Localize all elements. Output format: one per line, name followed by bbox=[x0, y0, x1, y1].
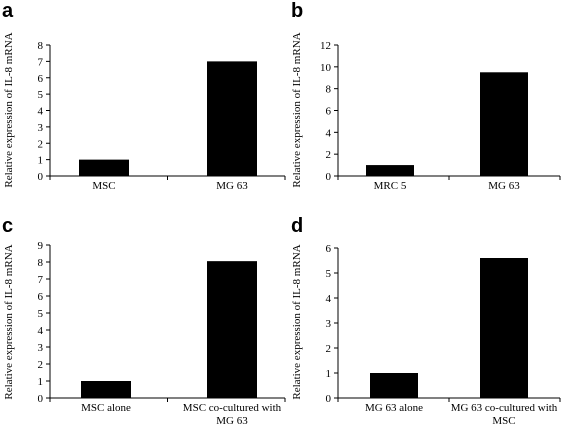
y-axis-label: Relative expression of IL-8 mRNA bbox=[291, 244, 303, 399]
bar bbox=[370, 373, 418, 398]
y-axis-label: Relative expression of IL-8 mRNA bbox=[3, 32, 15, 187]
y-tick-label: 4 bbox=[326, 293, 332, 305]
y-tick-label: 2 bbox=[38, 138, 44, 150]
y-tick-label: 3 bbox=[326, 318, 332, 330]
y-tick-label: 1 bbox=[38, 376, 44, 388]
panel-letter-d: d bbox=[291, 215, 304, 237]
y-tick-label: 3 bbox=[38, 122, 44, 134]
panel-letter-c: c bbox=[2, 215, 14, 237]
y-tick-label: 8 bbox=[38, 257, 44, 269]
y-tick-label: 2 bbox=[326, 343, 332, 355]
y-tick-label: 7 bbox=[38, 274, 44, 286]
x-tick-label: MG 63 bbox=[216, 180, 248, 192]
y-tick-label: 8 bbox=[326, 84, 332, 96]
x-tick-label: MSC alone bbox=[81, 402, 131, 414]
x-tick-label: MG 63 co-cultured with MSC bbox=[451, 402, 558, 427]
x-tick-label: MSC co-cultured with MG 63 bbox=[183, 402, 282, 427]
bar bbox=[366, 165, 414, 176]
y-tick-label: 6 bbox=[326, 243, 332, 255]
y-tick-label: 0 bbox=[326, 171, 332, 183]
x-tick-label: MRC 5 bbox=[374, 180, 407, 192]
x-tick-label: MG 63 alone bbox=[365, 402, 423, 414]
y-tick-label: 5 bbox=[38, 89, 44, 101]
panel-letter-a: a bbox=[2, 0, 14, 22]
bar bbox=[480, 72, 528, 176]
y-tick-label: 6 bbox=[38, 291, 44, 303]
panel-letter-b: b bbox=[291, 0, 304, 22]
y-tick-label: 1 bbox=[38, 155, 44, 167]
x-tick-label: MG 63 bbox=[488, 180, 520, 192]
y-tick-label: 0 bbox=[38, 393, 44, 405]
y-axis-label: Relative expression of IL-8 mRNA bbox=[291, 32, 303, 187]
bar bbox=[81, 381, 131, 398]
y-tick-label: 8 bbox=[38, 40, 44, 52]
y-tick-label: 4 bbox=[326, 127, 332, 139]
y-tick-label: 6 bbox=[38, 73, 44, 85]
y-tick-label: 2 bbox=[326, 149, 332, 161]
y-tick-label: 12 bbox=[320, 40, 331, 52]
bar bbox=[79, 159, 129, 176]
y-tick-label: 5 bbox=[326, 268, 332, 280]
y-tick-label: 4 bbox=[38, 325, 44, 337]
y-tick-label: 0 bbox=[38, 171, 44, 183]
y-tick-label: 1 bbox=[326, 368, 332, 380]
y-tick-label: 3 bbox=[38, 342, 44, 354]
bar bbox=[207, 61, 257, 176]
bar bbox=[207, 261, 257, 398]
y-tick-label: 2 bbox=[38, 359, 44, 371]
y-tick-label: 7 bbox=[38, 56, 44, 68]
bar bbox=[480, 258, 528, 398]
y-tick-label: 10 bbox=[320, 62, 332, 74]
y-axis-label: Relative expression of IL-8 mRNA bbox=[3, 244, 15, 399]
x-tick-label: MSC bbox=[92, 180, 115, 192]
y-tick-label: 6 bbox=[326, 106, 332, 118]
y-tick-label: 5 bbox=[38, 308, 44, 320]
y-tick-label: 4 bbox=[38, 106, 44, 118]
y-tick-label: 9 bbox=[38, 240, 44, 252]
y-tick-label: 0 bbox=[326, 393, 332, 405]
